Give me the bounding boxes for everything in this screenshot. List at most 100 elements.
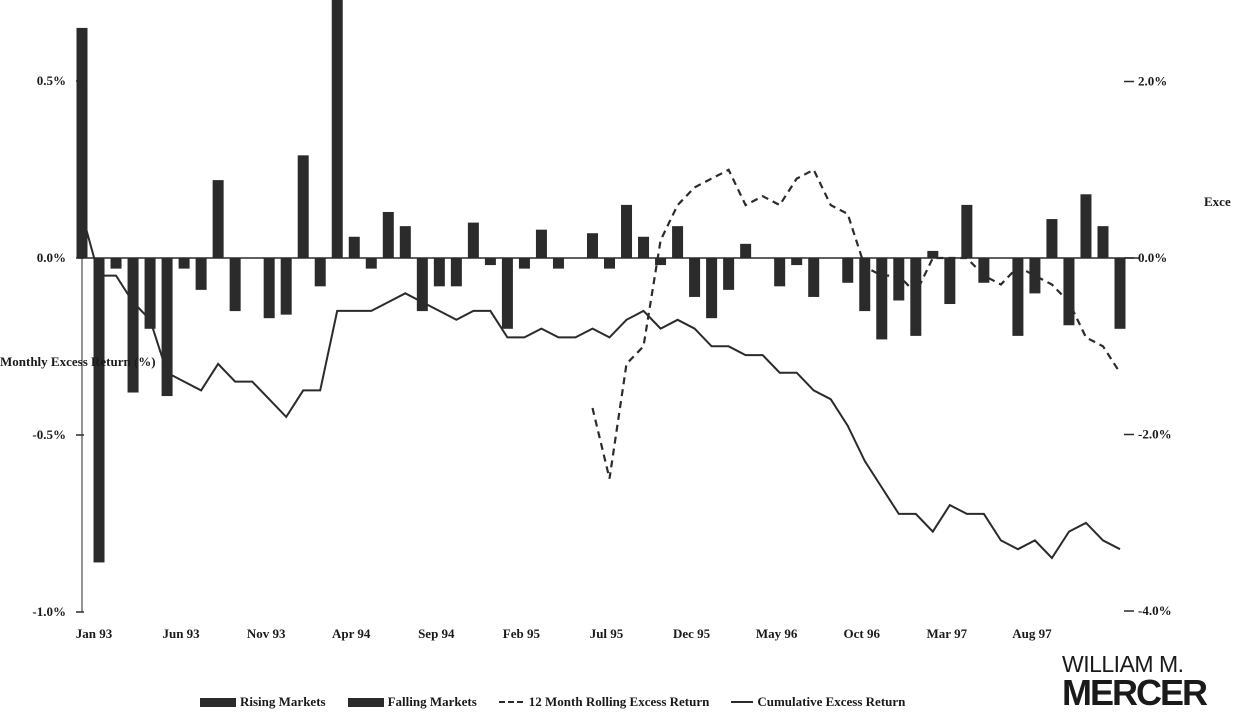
excess-return-chart: 0.5% 0.0% -0.5% -1.0% 2.0% 0.0% -2.0% -4.0% Jan … xyxy=(0,0,1231,641)
legend-item-rolling: 12 Month Rolling Excess Return xyxy=(498,694,710,710)
bars xyxy=(76,0,1126,563)
legend-label-rising: Rising Markets xyxy=(240,694,326,709)
bar-monthly-excess xyxy=(229,258,241,312)
bar-monthly-excess xyxy=(280,258,292,315)
legend-item-rising: Rising Markets xyxy=(200,694,326,710)
bar-monthly-excess xyxy=(161,258,173,397)
bar-monthly-excess xyxy=(127,258,139,393)
left-tick-label: -1.0% xyxy=(32,604,66,619)
bar-monthly-excess xyxy=(467,222,479,258)
cumulative-line xyxy=(81,213,1121,560)
x-tick-label: Feb 95 xyxy=(503,626,541,641)
left-axis-title: Monthly Excess Return (%) xyxy=(0,354,156,369)
legend-item-falling: Falling Markets xyxy=(347,694,477,710)
bar-monthly-excess xyxy=(876,258,888,340)
bar-monthly-excess xyxy=(1012,258,1024,336)
axes: 0.5% 0.0% -0.5% -1.0% 2.0% 0.0% -2.0% -4.0% Jan … xyxy=(0,70,1231,641)
bar-monthly-excess xyxy=(1114,258,1126,329)
bar-monthly-excess xyxy=(586,233,598,258)
bar-monthly-excess xyxy=(535,229,547,258)
bar-monthly-excess xyxy=(638,236,650,258)
bar-monthly-excess xyxy=(1029,258,1041,294)
left-tick-label: 0.5% xyxy=(37,73,66,88)
bar-monthly-excess xyxy=(689,258,701,297)
bar-monthly-excess xyxy=(944,258,956,305)
bar-monthly-excess xyxy=(212,180,224,258)
legend-swatch-rising xyxy=(200,697,236,707)
bar-monthly-excess xyxy=(416,258,428,312)
x-tick-label: Sep 94 xyxy=(418,626,455,641)
bar-monthly-excess xyxy=(774,258,786,287)
x-tick-label: Apr 94 xyxy=(332,626,371,641)
bar-monthly-excess xyxy=(1046,219,1058,258)
bar-monthly-excess xyxy=(604,258,616,269)
bar-monthly-excess xyxy=(1097,226,1109,258)
bar-monthly-excess xyxy=(740,243,752,258)
bar-monthly-excess xyxy=(893,258,905,301)
x-tick-label: Jan 93 xyxy=(76,626,113,641)
bar-monthly-excess xyxy=(433,258,445,287)
x-tick-label: Oct 96 xyxy=(844,626,881,641)
bar-monthly-excess xyxy=(178,258,190,269)
bar-monthly-excess xyxy=(348,236,360,258)
bar-monthly-excess xyxy=(93,258,105,563)
bar-monthly-excess xyxy=(314,258,326,287)
x-tick-label: May 96 xyxy=(756,626,798,641)
bar-monthly-excess xyxy=(331,0,343,258)
bar-monthly-excess xyxy=(552,258,564,269)
bar-monthly-excess xyxy=(450,258,462,287)
bar-monthly-excess xyxy=(195,258,207,290)
legend-swatch-cumulative xyxy=(731,701,754,703)
right-tick-label: -4.0% xyxy=(1138,603,1172,618)
right-tick-label: 2.0% xyxy=(1138,74,1167,89)
bar-monthly-excess xyxy=(399,226,411,258)
x-tick-label: Mar 97 xyxy=(927,626,968,641)
right-axis-title: Exce xyxy=(1204,194,1231,209)
bar-monthly-excess xyxy=(621,204,633,258)
bar-monthly-excess xyxy=(978,258,990,283)
right-tick-label: 0.0% xyxy=(1138,250,1167,265)
bar-monthly-excess xyxy=(110,258,122,269)
legend-label-rolling: 12 Month Rolling Excess Return xyxy=(528,694,710,709)
bar-monthly-excess xyxy=(910,258,922,336)
bar-monthly-excess xyxy=(859,258,871,312)
legend-label-falling: Falling Markets xyxy=(387,694,477,709)
bar-monthly-excess xyxy=(484,258,496,266)
rolling-12m-line xyxy=(591,168,1121,479)
right-tick-label: -2.0% xyxy=(1138,427,1172,442)
bar-monthly-excess xyxy=(297,155,309,258)
bar-monthly-excess xyxy=(706,258,718,319)
bar-monthly-excess xyxy=(1063,258,1075,326)
legend-swatch-rolling xyxy=(498,701,523,703)
bar-monthly-excess xyxy=(518,258,530,269)
legend-item-cumulative: Cumulative Excess Return xyxy=(731,694,905,710)
bar-monthly-excess xyxy=(655,258,667,266)
bar-monthly-excess xyxy=(808,258,820,297)
logo-line-1: WILLIAM M. xyxy=(1062,651,1184,677)
bar-monthly-excess xyxy=(382,211,394,258)
x-tick-label: Jun 93 xyxy=(162,626,200,641)
bar-monthly-excess xyxy=(263,258,275,319)
bar-monthly-excess xyxy=(723,258,735,290)
left-tick-label: -0.5% xyxy=(32,427,66,442)
lines xyxy=(81,168,1121,560)
bar-monthly-excess xyxy=(961,204,973,258)
logo-line-2: MERCER xyxy=(1062,672,1208,713)
company-logo: WILLIAM M. MERCER xyxy=(1062,651,1230,713)
legend-label-cumulative: Cumulative Excess Return xyxy=(757,694,906,709)
legend-swatch-falling xyxy=(347,697,384,707)
bar-monthly-excess xyxy=(842,258,854,283)
bar-monthly-excess xyxy=(672,226,684,258)
bar-monthly-excess xyxy=(1080,194,1092,258)
bar-monthly-excess xyxy=(927,250,939,258)
x-tick-label: Jul 95 xyxy=(590,626,624,641)
x-tick-label: Dec 95 xyxy=(673,626,711,641)
left-tick-label: 0.0% xyxy=(37,250,66,265)
bar-monthly-excess xyxy=(144,258,156,329)
bar-monthly-excess xyxy=(501,258,513,329)
x-tick-label: Aug 97 xyxy=(1012,626,1052,641)
x-tick-label: Nov 93 xyxy=(247,626,286,641)
legend: Rising Markets Falling Markets 12 Month … xyxy=(200,692,927,712)
bar-monthly-excess xyxy=(791,258,803,266)
bar-monthly-excess xyxy=(365,258,377,269)
